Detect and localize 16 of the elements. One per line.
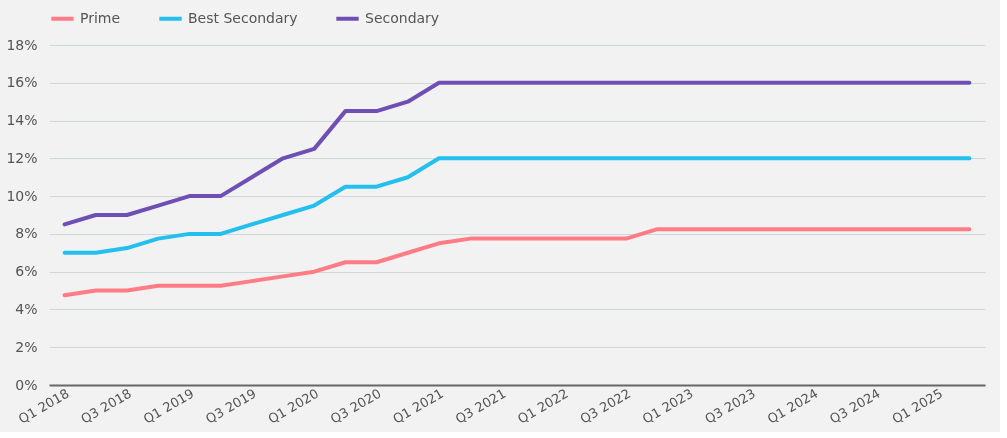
line-series (62, 156, 972, 255)
line-series (62, 80, 972, 227)
y-tick-label: 8% (15, 225, 38, 242)
y-tick-label: 16% (6, 74, 38, 91)
line-series (62, 227, 972, 298)
y-tick-label: 4% (15, 300, 38, 317)
legend-label: Prime (80, 9, 121, 26)
y-tick-label: 12% (6, 149, 38, 166)
y-tick-label: 18% (6, 36, 38, 53)
y-tick-label: 6% (15, 263, 38, 280)
y-tick-label: 10% (6, 187, 38, 204)
y-tick-label: 2% (15, 338, 38, 355)
y-tick-label: 14% (6, 112, 38, 129)
y-tick-label: 0% (15, 376, 38, 393)
legend-label: Secondary (365, 9, 440, 26)
legend-label: Best Secondary (188, 9, 298, 26)
